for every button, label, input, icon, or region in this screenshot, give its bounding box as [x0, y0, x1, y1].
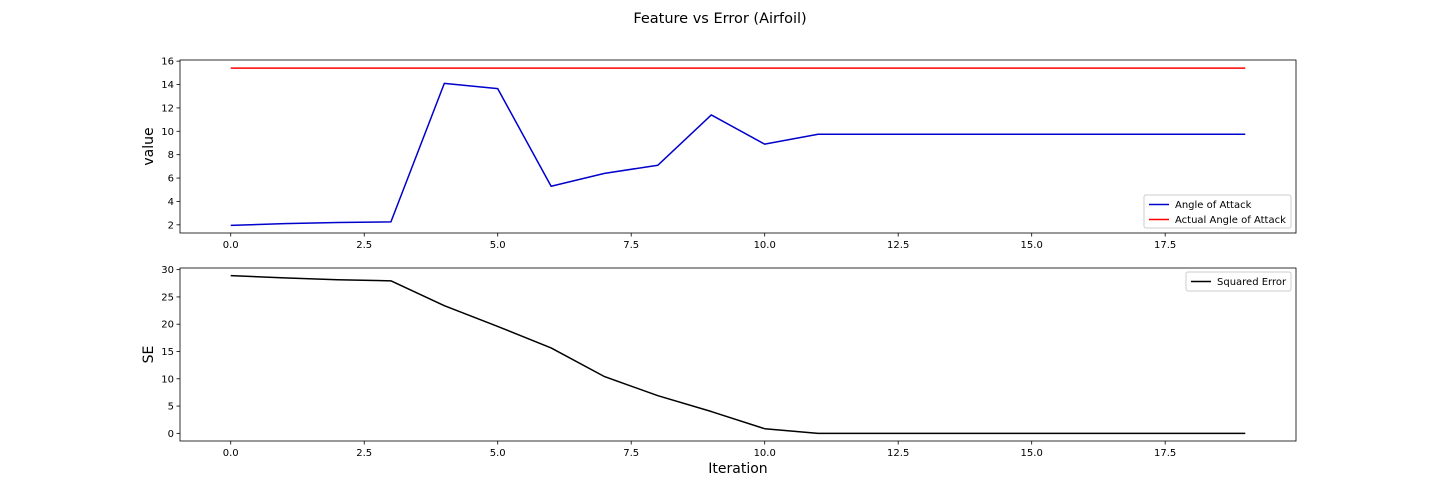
y-tick-label: 5: [168, 402, 174, 413]
x-tick-label: 2.5: [356, 240, 372, 251]
legend-box: [1185, 271, 1292, 292]
x-tick-label: 10.0: [754, 240, 776, 251]
x-tick-label: 7.5: [623, 240, 639, 251]
x-tick-label: 5.0: [490, 448, 506, 459]
y-axis-label: SE: [141, 346, 157, 364]
legend: Angle of Attack Actual Angle of Attack: [1143, 194, 1292, 229]
y-tick-label: 6: [168, 174, 174, 185]
y-tick-label: 10: [161, 127, 174, 138]
axes-frame: [179, 59, 1297, 234]
legend-entry: Angle of Attack: [1175, 200, 1252, 211]
y-tick-label: 8: [168, 150, 174, 161]
figure-title: Feature vs Error (Airfoil): [633, 11, 806, 27]
y-tick-label: 30: [161, 265, 174, 276]
y-tick-label: 0: [168, 429, 174, 440]
y-tick-label: 4: [168, 197, 174, 208]
y-tick-label: 15: [161, 347, 174, 358]
legend-box: [1143, 194, 1292, 229]
subplot-angle-of-attack: 0.0 2.5 5.0 7.5 10.0 12.5 15.0 17.5 2 4 6 8 10 12 14 16…: [141, 57, 1297, 251]
x-tick-label: 5.0: [490, 240, 506, 251]
x-tick-label: 2.5: [356, 448, 372, 459]
x-tick-label: 0.0: [223, 240, 239, 251]
x-tick-label: 0.0: [223, 448, 239, 459]
x-tick-label: 15.0: [1021, 240, 1043, 251]
y-tick-label: 16: [161, 57, 174, 68]
x-tick-label: 12.5: [887, 240, 909, 251]
legend: Squared Error: [1185, 271, 1292, 292]
x-tick-label: 7.5: [623, 448, 639, 459]
y-tick-label: 25: [161, 292, 174, 303]
legend-entry: Squared Error: [1217, 277, 1287, 288]
legend-entry: Actual Angle of Attack: [1175, 215, 1286, 226]
y-tick-label: 20: [161, 320, 174, 331]
x-axis-label: Iteration: [708, 461, 767, 477]
x-tick-label: 15.0: [1021, 448, 1043, 459]
y-tick-label: 10: [161, 374, 174, 385]
x-tick-label: 17.5: [1154, 448, 1176, 459]
y-tick-label: 12: [161, 103, 174, 114]
subplot-squared-error: 0.0 2.5 5.0 7.5 10.0 12.5 15.0 17.5 0 5 10 15 20 25 30…: [141, 265, 1297, 477]
y-tick-label: 14: [161, 80, 174, 91]
x-tick-label: 10.0: [754, 448, 776, 459]
axes-frame: [179, 267, 1297, 442]
series-line-1-0: [230, 274, 1246, 435]
x-tick-label: 12.5: [887, 448, 909, 459]
x-tick-label: 17.5: [1154, 240, 1176, 251]
y-tick-label: 2: [168, 220, 174, 231]
series-line-0-0: [230, 82, 1246, 227]
y-axis-label: value: [141, 127, 157, 165]
